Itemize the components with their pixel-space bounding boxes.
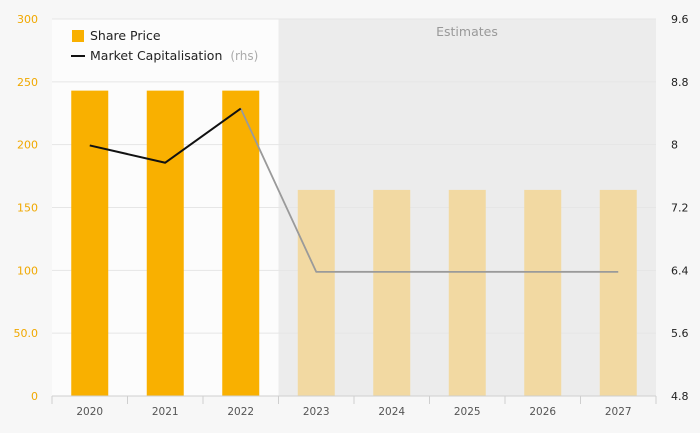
- y-left-tick-label: 50.0: [14, 327, 39, 340]
- legend-label-market-cap: Market Capitalisation (rhs): [90, 48, 258, 63]
- y-right-tick-label: 8: [671, 139, 678, 152]
- bar-share-price-2026: [524, 189, 562, 396]
- y-left-tick-label: 300: [17, 13, 38, 26]
- estimates-label: Estimates: [436, 24, 498, 39]
- legend-swatch-share-price: [72, 30, 84, 42]
- bar-share-price-2021: [146, 90, 184, 396]
- y-right-tick-label: 6.4: [671, 264, 689, 277]
- y-left-tick-label: 150: [17, 202, 38, 215]
- y-left-tick-label: 0: [31, 390, 38, 403]
- y-right-tick-label: 9.6: [671, 13, 689, 26]
- legend-label-market-cap-text: Market Capitalisation: [90, 48, 222, 63]
- market-cap-line-actuals: [89, 107, 242, 164]
- legend: Share Price Market Capitalisation (rhs): [71, 28, 258, 63]
- x-tick-label-2025: 2025: [454, 406, 481, 418]
- y-left-tick-label: 100: [17, 264, 38, 277]
- x-tick-label-2026: 2026: [529, 406, 556, 418]
- bar-share-price-2023: [297, 189, 335, 396]
- bars: [71, 90, 637, 396]
- y-left-tick-label: 200: [17, 139, 38, 152]
- legend-label-share-price: Share Price: [90, 28, 161, 43]
- x-tick-label-2027: 2027: [605, 406, 632, 418]
- axes: 2020 2021 2022 2023 2024 2025 2026 2027 0 50.0 100…: [14, 13, 689, 418]
- y-right-tick-label: 8.8: [671, 76, 689, 89]
- market-cap-line: [89, 107, 619, 273]
- bar-share-price-2020: [71, 90, 109, 396]
- x-tick-label-2024: 2024: [378, 406, 405, 418]
- x-tick-label-2021: 2021: [152, 406, 179, 418]
- x-tick-label-2023: 2023: [303, 406, 330, 418]
- bar-share-price-2024: [373, 189, 411, 396]
- market-cap-line-estimates: [239, 108, 619, 273]
- y-right-tick-label: 4.8: [671, 390, 689, 403]
- legend-label-rhs-suffix: (rhs): [230, 49, 258, 63]
- y-right-tick-label: 5.6: [671, 327, 689, 340]
- bar-share-price-2022: [222, 90, 260, 396]
- y-left-tick-label: 250: [17, 76, 38, 89]
- y-right-tick-label: 7.2: [671, 202, 689, 215]
- bar-share-price-2027: [599, 189, 637, 396]
- x-tick-label-2020: 2020: [76, 406, 103, 418]
- x-tick-label-2022: 2022: [227, 406, 254, 418]
- bar-share-price-2025: [448, 189, 486, 396]
